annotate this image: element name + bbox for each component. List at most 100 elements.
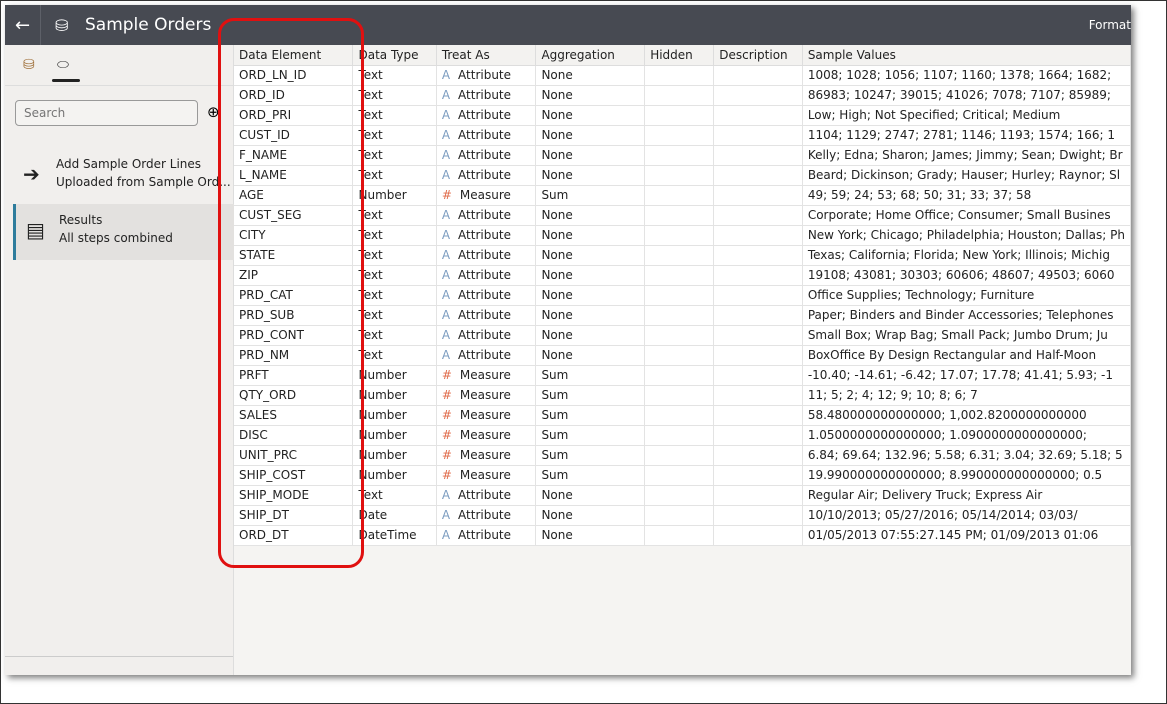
description-cell[interactable]	[713, 285, 803, 306]
sample-values-cell[interactable]: 49; 59; 24; 53; 68; 50; 31; 33; 37; 58	[802, 185, 1131, 206]
description-cell[interactable]	[713, 485, 803, 506]
hidden-cell[interactable]	[644, 165, 715, 186]
treat-as-cell[interactable]: A Attribute	[436, 105, 537, 126]
aggregation-cell[interactable]: None	[535, 285, 646, 306]
data-element-cell[interactable]: ZIP	[234, 265, 354, 286]
description-cell[interactable]	[713, 325, 803, 346]
data-element-cell[interactable]: F_NAME	[234, 145, 354, 166]
data-element-cell[interactable]: PRD_CONT	[234, 325, 354, 346]
table-row[interactable]: ORD_ID Text A Attribute None 86983; 10247; 39…	[234, 85, 1131, 106]
sample-values-cell[interactable]: 1.0500000000000000; 1.0900000000000000;	[802, 425, 1131, 446]
treat-as-cell[interactable]: # Measure	[436, 365, 537, 386]
table-row[interactable]: ORD_DT DateTime A Attribute None 01/05/2013 0…	[234, 525, 1131, 546]
aggregation-cell[interactable]: Sum	[535, 385, 646, 406]
data-element-cell[interactable]: L_NAME	[234, 165, 354, 186]
data-type-cell[interactable]: Text	[352, 265, 437, 286]
treat-as-cell[interactable]: A Attribute	[436, 165, 537, 186]
data-type-cell[interactable]: Text	[352, 85, 437, 106]
treat-as-cell[interactable]: A Attribute	[436, 325, 537, 346]
treat-as-cell[interactable]: # Measure	[436, 425, 537, 446]
description-cell[interactable]	[713, 225, 803, 246]
hidden-cell[interactable]	[644, 445, 715, 466]
data-type-cell[interactable]: Text	[352, 325, 437, 346]
hidden-cell[interactable]	[644, 385, 715, 406]
sample-values-cell[interactable]: -10.40; -14.61; -6.42; 17.07; 17.78; 41.…	[802, 365, 1131, 386]
data-type-cell[interactable]: Number	[352, 445, 437, 466]
table-row[interactable]: SALES Number # Measure Sum 58.480000000000000…	[234, 405, 1131, 426]
column-header[interactable]: Aggregation	[535, 45, 646, 66]
table-row[interactable]: PRD_CAT Text A Attribute None Office Supplies…	[234, 285, 1131, 306]
data-type-cell[interactable]: Text	[352, 225, 437, 246]
treat-as-cell[interactable]: A Attribute	[436, 305, 537, 326]
aggregation-cell[interactable]: None	[535, 245, 646, 266]
description-cell[interactable]	[713, 385, 803, 406]
description-cell[interactable]	[713, 445, 803, 466]
description-cell[interactable]	[713, 85, 803, 106]
treat-as-cell[interactable]: A Attribute	[436, 205, 537, 226]
table-row[interactable]: DISC Number # Measure Sum 1.0500000000000000;…	[234, 425, 1131, 446]
data-type-cell[interactable]: Text	[352, 285, 437, 306]
data-element-cell[interactable]: SHIP_MODE	[234, 485, 354, 506]
data-type-cell[interactable]: Number	[352, 185, 437, 206]
hidden-cell[interactable]	[644, 205, 715, 226]
data-element-cell[interactable]: ORD_LN_ID	[234, 65, 354, 86]
sample-values-cell[interactable]: New York; Chicago; Philadelphia; Houston…	[802, 225, 1131, 246]
data-element-cell[interactable]: QTY_ORD	[234, 385, 354, 406]
table-row[interactable]: AGE Number # Measure Sum 49; 59; 24; 53; 68; …	[234, 185, 1131, 206]
aggregation-cell[interactable]: None	[535, 165, 646, 186]
hidden-cell[interactable]	[644, 465, 715, 486]
data-type-cell[interactable]: Text	[352, 165, 437, 186]
sample-values-cell[interactable]: 1008; 1028; 1056; 1107; 1160; 1378; 1664…	[802, 65, 1131, 86]
aggregation-cell[interactable]: Sum	[535, 185, 646, 206]
data-type-cell[interactable]: Number	[352, 365, 437, 386]
aggregation-cell[interactable]: None	[535, 65, 646, 86]
data-type-cell[interactable]: Text	[352, 305, 437, 326]
sample-values-cell[interactable]: 6.84; 69.64; 132.96; 5.58; 6.31; 3.04; 3…	[802, 445, 1131, 466]
data-type-cell[interactable]: Text	[352, 245, 437, 266]
sample-values-cell[interactable]: Small Box; Wrap Bag; Small Pack; Jumbo D…	[802, 325, 1131, 346]
treat-as-cell[interactable]: A Attribute	[436, 85, 537, 106]
treat-as-cell[interactable]: A Attribute	[436, 225, 537, 246]
data-element-cell[interactable]: STATE	[234, 245, 354, 266]
aggregation-cell[interactable]: None	[535, 85, 646, 106]
sample-values-cell[interactable]: Kelly; Edna; Sharon; James; Jimmy; Sean;…	[802, 145, 1131, 166]
hidden-cell[interactable]	[644, 245, 715, 266]
table-row[interactable]: CITY Text A Attribute None New York; Chicago;…	[234, 225, 1131, 246]
description-cell[interactable]	[713, 505, 803, 526]
description-cell[interactable]	[713, 405, 803, 426]
sample-values-cell[interactable]: Low; High; Not Specified; Critical; Medi…	[802, 105, 1131, 126]
hidden-cell[interactable]	[644, 265, 715, 286]
column-header[interactable]: Hidden	[644, 45, 715, 66]
column-header[interactable]: Data Element	[234, 45, 354, 66]
data-type-cell[interactable]: Date	[352, 505, 437, 526]
description-cell[interactable]	[713, 65, 803, 86]
hidden-cell[interactable]	[644, 525, 715, 546]
tab-steps-icon[interactable]: ⬭	[57, 57, 69, 73]
description-cell[interactable]	[713, 525, 803, 546]
sample-values-cell[interactable]: 19.990000000000000; 8.990000000000000; 0…	[802, 465, 1131, 486]
hidden-cell[interactable]	[644, 65, 715, 86]
aggregation-cell[interactable]: None	[535, 345, 646, 366]
table-row[interactable]: F_NAME Text A Attribute None Kelly; Edna; Sha…	[234, 145, 1131, 166]
treat-as-cell[interactable]: A Attribute	[436, 65, 537, 86]
treat-as-cell[interactable]: A Attribute	[436, 485, 537, 506]
description-cell[interactable]	[713, 245, 803, 266]
sample-values-cell[interactable]: BoxOffice By Design Rectangular and Half…	[802, 345, 1131, 366]
aggregation-cell[interactable]: None	[535, 265, 646, 286]
aggregation-cell[interactable]: Sum	[535, 445, 646, 466]
sample-values-cell[interactable]: 11; 5; 2; 4; 12; 9; 10; 8; 6; 7	[802, 385, 1131, 406]
data-element-cell[interactable]: CITY	[234, 225, 354, 246]
table-row[interactable]: SHIP_MODE Text A Attribute None Regular Air; …	[234, 485, 1131, 506]
treat-as-cell[interactable]: A Attribute	[436, 505, 537, 526]
aggregation-cell[interactable]: Sum	[535, 405, 646, 426]
description-cell[interactable]	[713, 425, 803, 446]
treat-as-cell[interactable]: A Attribute	[436, 265, 537, 286]
sample-values-cell[interactable]: 19108; 43081; 30303; 60606; 48607; 49503…	[802, 265, 1131, 286]
hidden-cell[interactable]	[644, 85, 715, 106]
aggregation-cell[interactable]: Sum	[535, 465, 646, 486]
data-type-cell[interactable]: Text	[352, 125, 437, 146]
table-row[interactable]: CUST_SEG Text A Attribute None Corporate; Hom…	[234, 205, 1131, 226]
sample-values-cell[interactable]: Office Supplies; Technology; Furniture	[802, 285, 1131, 306]
description-cell[interactable]	[713, 125, 803, 146]
sample-values-cell[interactable]: Beard; Dickinson; Grady; Hauser; Hurley;…	[802, 165, 1131, 186]
